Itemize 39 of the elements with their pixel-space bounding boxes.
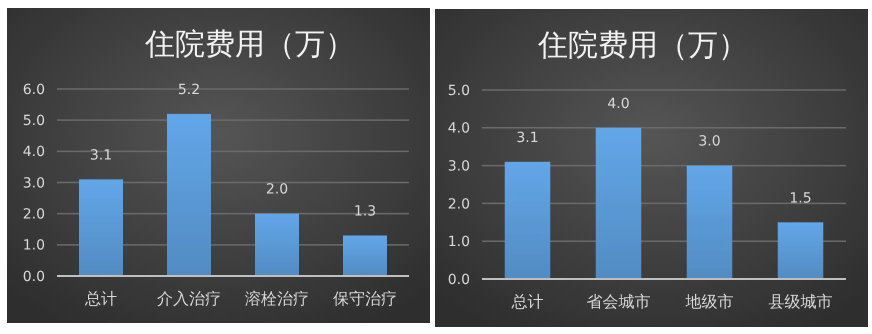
x-tick-label: 地级市	[684, 292, 734, 311]
bar	[596, 128, 642, 279]
y-tick-label: 3.0	[448, 158, 470, 174]
x-tick-label: 县级城市	[768, 292, 832, 311]
y-tick-label: 3.0	[22, 175, 45, 192]
y-tick-label: 5.0	[22, 113, 45, 130]
bar	[167, 114, 211, 276]
y-tick-label: 2.0	[448, 196, 470, 212]
y-tick-label: 1.0	[22, 238, 45, 254]
data-label: 3.1	[516, 130, 539, 146]
y-tick-label: 1.0	[448, 234, 470, 250]
y-tick-label: 0.0	[22, 268, 45, 285]
data-label: 3.1	[90, 147, 112, 164]
y-tick-label: 6.0	[22, 82, 45, 98]
y-tick-label: 0.0	[448, 272, 470, 288]
y-tick-label: 2.0	[22, 206, 45, 223]
x-tick-label: 保守治疗	[333, 289, 397, 308]
chart-title: 住院费用（万）	[537, 28, 748, 63]
x-tick-label: 介入治疗	[157, 289, 221, 308]
data-label: 2.0	[266, 182, 288, 198]
data-label: 1.5	[789, 190, 812, 206]
chart-title: 住院费用（万）	[144, 27, 355, 62]
bar	[79, 179, 123, 276]
bar	[504, 162, 550, 279]
data-label: 1.3	[354, 203, 376, 220]
data-label: 5.2	[178, 82, 200, 98]
data-label: 3.0	[698, 134, 721, 150]
x-tick-label: 总计	[84, 289, 117, 308]
bar	[686, 166, 732, 279]
x-tick-label: 总计	[510, 292, 544, 311]
bar	[778, 222, 824, 279]
y-tick-label: 5.0	[448, 82, 470, 99]
y-tick-label: 4.0	[448, 120, 470, 137]
y-tick-label: 4.0	[22, 144, 45, 160]
bar	[343, 235, 387, 276]
x-tick-label: 省会城市	[586, 292, 650, 311]
bar	[255, 214, 299, 276]
data-label: 4.0	[607, 96, 630, 112]
x-tick-label: 溶栓治疗	[245, 289, 309, 308]
